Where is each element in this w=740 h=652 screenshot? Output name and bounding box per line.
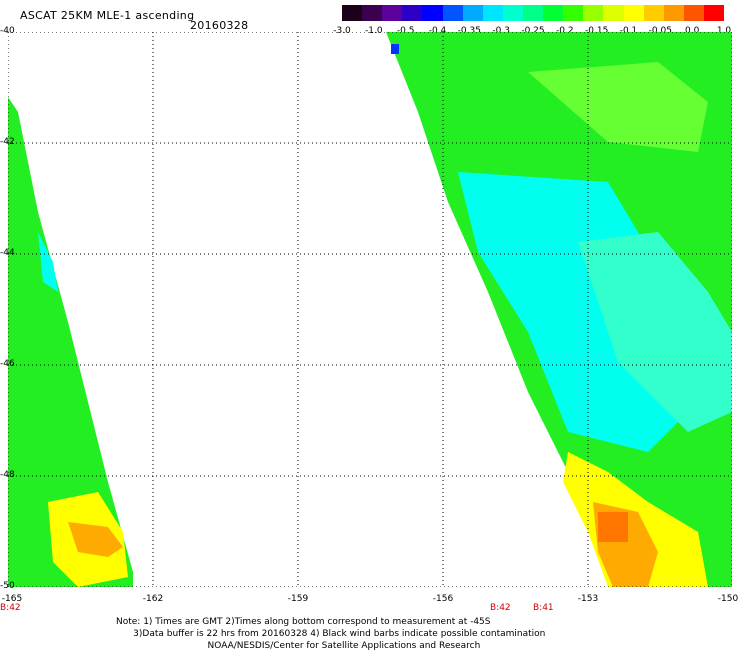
colorbar-tick-label: -0.15 [585, 26, 609, 36]
colorbar [342, 5, 725, 21]
colorbar-tick-label: -0.5 [396, 26, 415, 36]
colorbar-tick-label: -0.3 [492, 26, 510, 36]
low-wind-region [578, 232, 732, 432]
note-line-3: NOAA/NESDIS/Center for Satellite Applica… [116, 641, 481, 651]
high-wind-region [598, 512, 628, 542]
swath-map [8, 32, 732, 587]
colorbar-segment [422, 5, 443, 21]
latitude-label: -42 [0, 137, 15, 147]
colorbar-segment [543, 5, 564, 21]
longitude-label: -165 [1, 594, 23, 604]
beam-label-mid: B:42 [490, 603, 511, 613]
note-line-1: Note: 1) Times are GMT 2)Times along bot… [116, 617, 491, 627]
wind-region [528, 62, 708, 152]
low-wind-region [391, 44, 399, 54]
latitude-label: -40 [0, 26, 15, 36]
colorbar-tick-label: -0.25 [521, 26, 545, 36]
colorbar-segment [603, 5, 624, 21]
footnotes: Note: 1) Times are GMT 2)Times along bot… [116, 616, 545, 652]
longitude-label: -153 [577, 594, 599, 604]
colorbar-segment [482, 5, 503, 21]
colorbar-segment [563, 5, 584, 21]
colorbar-tick-label: 0.0 [684, 26, 700, 36]
colorbar-tick-label: -0.1 [619, 26, 638, 36]
colorbar-segment [382, 5, 403, 21]
colorbar-segment [703, 5, 725, 21]
colorbar-segment [643, 5, 664, 21]
colorbar-segment [502, 5, 523, 21]
latitude-label: -50 [0, 581, 15, 591]
longitude-label: -159 [287, 594, 309, 604]
colorbar-tick-label: -0.35 [457, 26, 481, 36]
longitude-label: -150 [717, 594, 739, 604]
colorbar-segment [362, 5, 383, 21]
latitude-label: -46 [0, 359, 15, 369]
colorbar-segment [402, 5, 423, 21]
high-wind-region [68, 522, 123, 557]
colorbar-segment [342, 5, 363, 21]
colorbar-segment [583, 5, 604, 21]
beam-label-left: B:42 [0, 603, 21, 613]
longitude-label: -162 [142, 594, 164, 604]
swath-left [8, 97, 133, 587]
colorbar-segment [462, 5, 483, 21]
colorbar-tick-label: -1.0 [365, 26, 383, 36]
colorbar-segment [623, 5, 644, 21]
beam-label-right: B:41 [533, 603, 554, 613]
map-date: 20160328 [190, 19, 249, 32]
map-plot-area [8, 32, 732, 587]
colorbar-segment [663, 5, 684, 21]
longitude-label: -156 [432, 594, 454, 604]
colorbar-segment [522, 5, 544, 21]
colorbar-tick-label: -0.2 [556, 26, 574, 36]
colorbar-labels: -3.0 -1.0 -0.5 -0.4 -0.35 -0.3 -0.25 -0.2 -0.15-… [330, 26, 740, 38]
colorbar-tick-label: -0.4 [428, 26, 447, 36]
map-title: ASCAT 25KM MLE-1 ascending [20, 9, 195, 22]
colorbar-tick-label: -3.0 [333, 26, 351, 36]
latitude-label: -48 [0, 470, 15, 480]
colorbar-tick-label: -0.05 [648, 26, 672, 36]
low-wind-region [38, 232, 58, 292]
latitude-label: -44 [0, 248, 15, 258]
note-line-2: 3)Data buffer is 22 hrs from 20160328 4)… [116, 629, 546, 639]
colorbar-tick-label: 1.0 [716, 26, 732, 36]
colorbar-segment [442, 5, 463, 21]
colorbar-segment [683, 5, 704, 21]
